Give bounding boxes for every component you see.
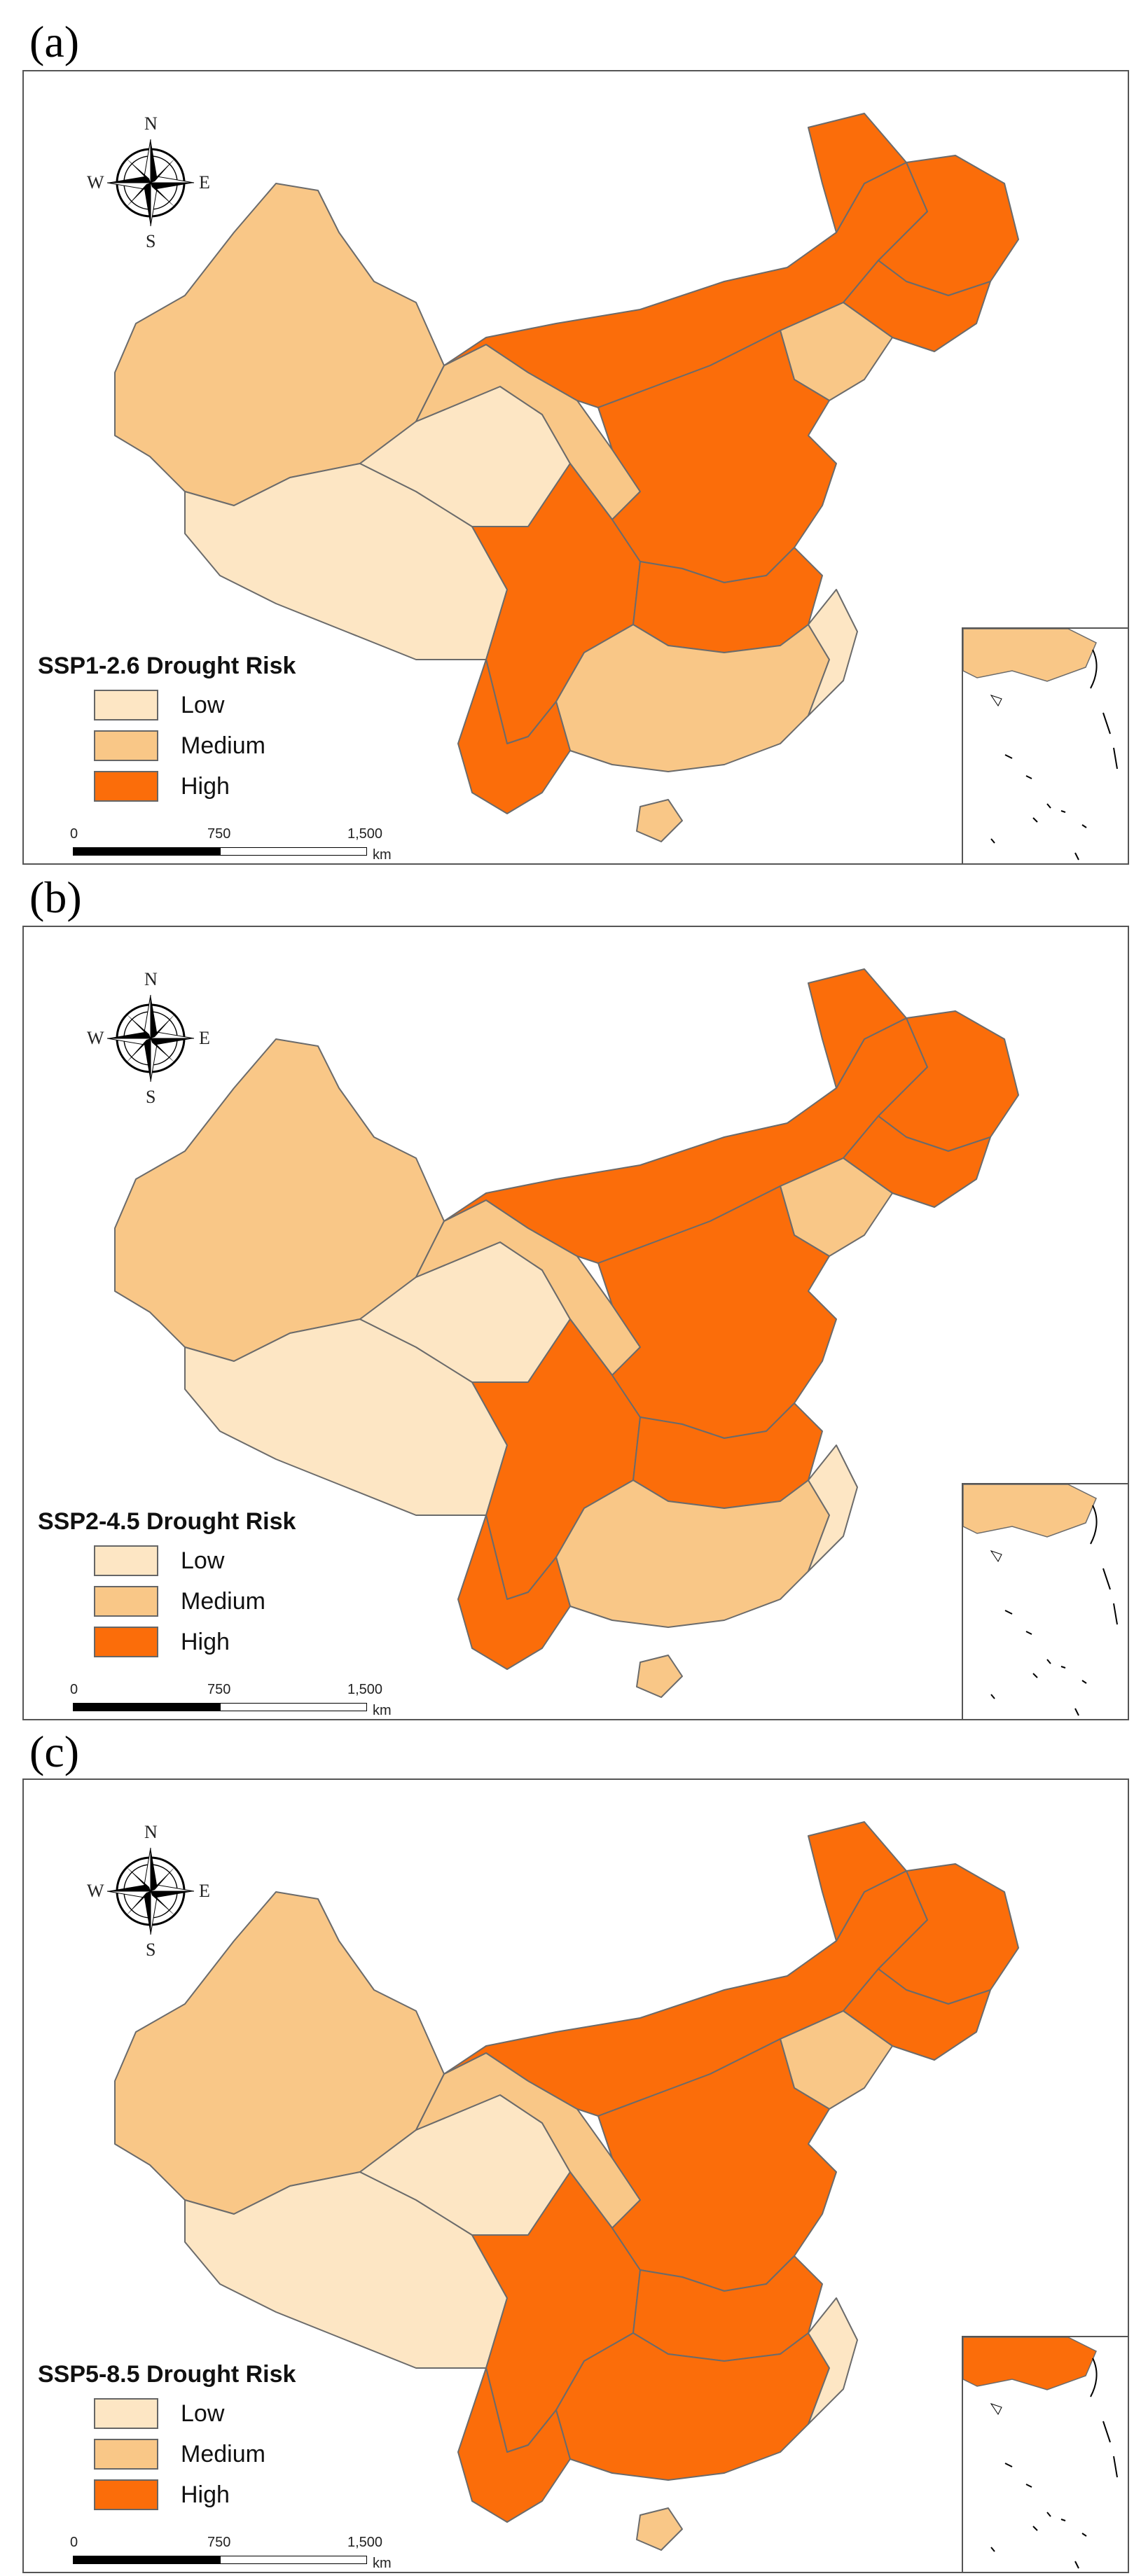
legend-label-high: High: [181, 1628, 230, 1655]
scale-unit: km: [373, 1703, 392, 1718]
legend-title-a: SSP1-2.6 Drought Risk: [38, 653, 296, 679]
legend-label-medium: Medium: [181, 732, 265, 759]
legend-label-high: High: [181, 772, 230, 800]
china-map-c: [114, 1821, 1019, 2551]
scale-tick-750: 750: [207, 2535, 231, 2550]
scale-bar-black: [73, 2556, 220, 2564]
map-frame-a: N W E S SSP1-2.6 Drought Risk Low Medium…: [22, 70, 1129, 865]
compass-south: S: [146, 1940, 156, 1960]
swatch-high: [94, 2479, 158, 2510]
compass-west: W: [87, 1028, 104, 1048]
scale-bar-b: 0 750 1,500 km: [70, 1682, 437, 1719]
scale-bar-c: 0 750 1,500 km: [70, 2535, 437, 2572]
legend-label-medium: Medium: [181, 1587, 265, 1615]
compass-south: S: [146, 1087, 156, 1107]
map-frame-c: N W E S SSP5-8.5 Drought Risk Low Medium…: [22, 1778, 1129, 2573]
swatch-low: [94, 1545, 158, 1576]
scale-tick-0: 0: [70, 826, 78, 842]
swatch-medium: [94, 1586, 158, 1617]
legend-title-b: SSP2-4.5 Drought Risk: [38, 1508, 296, 1535]
swatch-medium: [94, 2439, 158, 2470]
compass-north: N: [144, 113, 158, 134]
legend-label-high: High: [181, 2481, 230, 2508]
legend-item-medium: Medium: [94, 2439, 296, 2470]
legend-item-high: High: [94, 2479, 296, 2510]
panel-label-b: (b): [29, 872, 82, 922]
legend-label-low: Low: [181, 2400, 225, 2427]
legend-a: SSP1-2.6 Drought Risk Low Medium High: [38, 653, 296, 812]
compass-east: E: [199, 1881, 210, 1901]
scale-tick-0: 0: [70, 2535, 78, 2550]
legend-item-low: Low: [94, 2398, 296, 2429]
scale-tick-0: 0: [70, 1682, 78, 1697]
scale-tick-1500: 1,500: [347, 826, 383, 842]
swatch-high: [94, 1627, 158, 1657]
scale-bar-black: [73, 847, 220, 856]
legend-item-low: Low: [94, 690, 296, 720]
swatch-low: [94, 2398, 158, 2429]
south-china-sea-inset-a: [962, 627, 1128, 863]
compass-rose-b: N W E S: [87, 969, 213, 1109]
scale-tick-1500: 1,500: [347, 2535, 383, 2550]
south-china-sea-inset-b: [962, 1483, 1128, 1719]
map-frame-b: N W E S SSP2-4.5 Drought Risk Low Medium…: [22, 926, 1129, 1720]
scale-tick-750: 750: [207, 826, 231, 842]
compass-north: N: [144, 969, 158, 989]
scale-bar-black: [73, 1703, 220, 1711]
legend-b: SSP2-4.5 Drought Risk Low Medium High: [38, 1508, 296, 1667]
scale-unit: km: [373, 2556, 392, 2571]
scale-tick-750: 750: [207, 1682, 231, 1697]
scale-bar-white: [220, 2556, 367, 2564]
compass-east: E: [199, 172, 210, 193]
legend-item-medium: Medium: [94, 730, 296, 761]
compass-star-icon: [106, 1847, 195, 1935]
legend-item-low: Low: [94, 1545, 296, 1576]
compass-rose-a: N W E S: [87, 113, 213, 253]
legend-label-medium: Medium: [181, 2440, 265, 2467]
compass-north: N: [144, 1822, 158, 1842]
scale-unit: km: [373, 847, 392, 863]
compass-star-icon: [106, 994, 195, 1082]
scale-bar-a: 0 750 1,500 km: [70, 826, 437, 863]
legend-item-high: High: [94, 1627, 296, 1657]
scale-tick-1500: 1,500: [347, 1682, 383, 1697]
legend-item-high: High: [94, 771, 296, 802]
scale-bar-white: [220, 1703, 367, 1711]
swatch-high: [94, 771, 158, 802]
compass-rose-c: N W E S: [87, 1822, 213, 1962]
legend-title-c: SSP5-8.5 Drought Risk: [38, 2361, 296, 2388]
scale-bar-white: [220, 847, 367, 856]
compass-west: W: [87, 1881, 104, 1901]
compass-west: W: [87, 172, 104, 193]
china-map-b: [114, 968, 1019, 1698]
compass-star-icon: [106, 139, 195, 227]
legend-label-low: Low: [181, 691, 225, 718]
panel-label-c: (c): [29, 1727, 80, 1776]
legend-item-medium: Medium: [94, 1586, 296, 1617]
swatch-low: [94, 690, 158, 720]
china-map-a: [114, 113, 1019, 842]
compass-south: S: [146, 231, 156, 251]
legend-c: SSP5-8.5 Drought Risk Low Medium High: [38, 2361, 296, 2520]
legend-label-low: Low: [181, 1547, 225, 1574]
panel-label-a: (a): [29, 17, 80, 67]
compass-east: E: [199, 1028, 210, 1048]
swatch-medium: [94, 730, 158, 761]
south-china-sea-inset-c: [962, 2336, 1128, 2572]
